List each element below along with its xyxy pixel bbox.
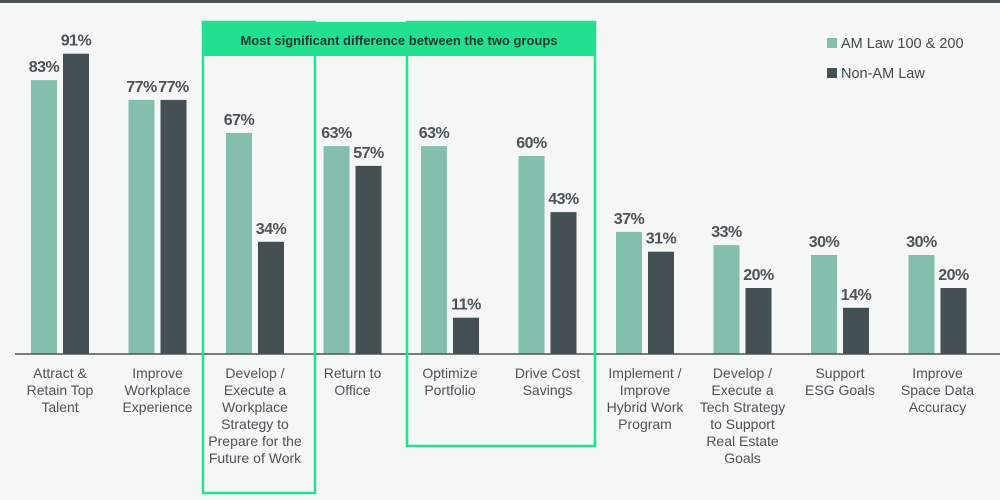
bar-am-law [226, 132, 252, 354]
bar-non-am-law [550, 212, 577, 354]
bar-am-law [31, 80, 57, 354]
bar-non-am-law [745, 288, 772, 354]
data-label: 37% [614, 211, 645, 228]
bar-am-law [616, 231, 642, 354]
bar-am-law [421, 146, 447, 354]
category-label: Implement / Improve Hybrid Work Program [607, 365, 685, 432]
bar-am-law [908, 255, 935, 354]
data-label: 91% [61, 33, 92, 50]
category-label: Return to Office [324, 365, 382, 398]
legend-swatch-non-am-law [827, 68, 837, 78]
bar-non-am-law [258, 241, 284, 354]
legend-label-am-law: AM Law 100 & 200 [841, 36, 964, 52]
category-label: Attract & Retain Top Talent [27, 365, 94, 415]
bar-non-am-law [63, 53, 89, 354]
category-label: Develop / Execute a Tech Strategy to Suppor… [700, 365, 786, 466]
legend: AM Law 100 & 200 Non-AM Law [827, 36, 964, 82]
top-band [0, 0, 1000, 3]
bar-non-am-law [355, 165, 382, 354]
bar-am-law [811, 255, 837, 354]
category-label: Improve Space Data Accuracy [901, 365, 974, 415]
bar-am-law [323, 146, 350, 354]
bar-am-law [518, 156, 545, 354]
bar-non-am-law [453, 317, 479, 354]
category-label: Develop / Execute a Workplace Strategy to Pr… [208, 365, 302, 466]
data-label: 34% [256, 221, 287, 238]
bar-non-am-law [843, 307, 869, 354]
data-label: 60% [516, 135, 547, 152]
data-label: 11% [451, 297, 481, 314]
category-label: Improve Workplace Experience [122, 365, 192, 415]
data-label: 33% [711, 224, 742, 241]
bar-non-am-law [648, 251, 674, 354]
highlight-label: Most significant difference between the … [240, 33, 557, 48]
category-label: Drive Cost Savings [515, 365, 580, 398]
bar-non-am-law [160, 99, 187, 355]
data-label: 63% [419, 125, 450, 142]
data-label: 77% [126, 79, 157, 96]
data-label: 83% [29, 59, 60, 76]
category-label: Support ESG Goals [805, 365, 875, 398]
data-label: 20% [743, 267, 774, 284]
data-label: 43% [548, 191, 579, 208]
legend-swatch-am-law [827, 38, 837, 48]
category-label: Optimize Portfolio [422, 365, 477, 398]
data-label: 57% [353, 145, 384, 162]
highlight-boxes: Most significant difference between the … [201, 20, 597, 495]
bar-non-am-law [940, 288, 967, 354]
data-label: 30% [809, 234, 840, 251]
legend-label-non-am-law: Non-AM Law [841, 66, 925, 82]
highlight-header [203, 22, 595, 56]
data-label: 77% [158, 79, 189, 96]
data-label: 67% [224, 112, 255, 129]
data-label: 14% [841, 287, 872, 304]
bar-am-law [128, 99, 155, 355]
data-label: 30% [906, 234, 937, 251]
data-label: 63% [321, 125, 352, 142]
data-label: 31% [646, 231, 677, 248]
bar-am-law [713, 245, 740, 354]
data-label: 20% [938, 267, 969, 284]
